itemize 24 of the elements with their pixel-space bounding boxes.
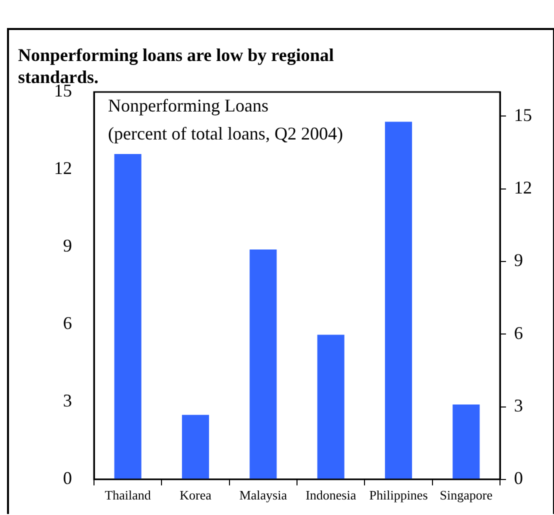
bar [250, 250, 277, 480]
y-tick-label: 9 [63, 236, 72, 256]
x-tick-label: Malaysia [239, 488, 288, 503]
y2-tick-label: 9 [514, 250, 523, 270]
bar [114, 154, 142, 480]
y-tick-label: 6 [63, 313, 72, 334]
x-tick-label: Philippines [369, 488, 428, 503]
x-tick-label: Singapore [440, 488, 493, 503]
bar [452, 404, 480, 480]
x-tick-label: Thailand [104, 488, 152, 503]
x-tick-label: Indonesia [306, 488, 356, 503]
y-tick-label: 3 [63, 390, 72, 411]
y2-tick-label: 12 [514, 178, 532, 198]
text: Nonperforming Loans (percent of total loans, Q2 2004) [108, 96, 343, 144]
x-tick-label: Korea [180, 488, 212, 503]
bar [384, 122, 412, 480]
bar [317, 334, 344, 480]
y2-tick-label: 0 [514, 468, 523, 488]
y-tick-label: 0 [63, 468, 72, 488]
bar [182, 414, 210, 480]
y-tick-label: 12 [54, 158, 72, 178]
y2-tick-label: 6 [514, 322, 523, 343]
y2-tick-label: 15 [514, 104, 532, 125]
y2-tick-label: 3 [514, 395, 523, 416]
